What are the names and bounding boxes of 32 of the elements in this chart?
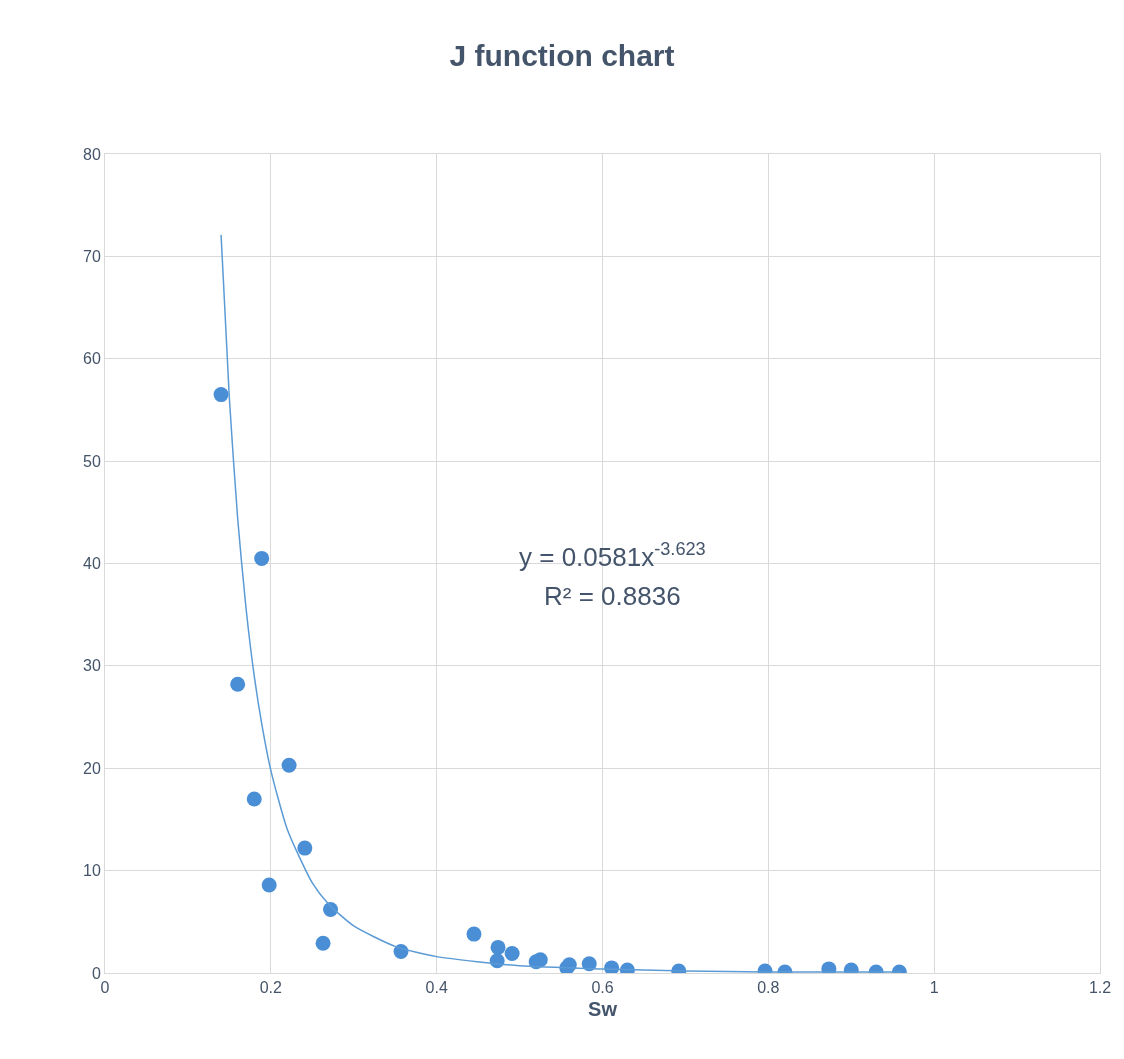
point: [466, 926, 482, 942]
x-tick-label: 0.4: [425, 979, 448, 997]
point: [261, 877, 277, 893]
annotation: y = 0.0581x$^{-3.623}$: [519, 539, 706, 572]
chart-title: J function chart: [449, 38, 675, 72]
y-tick-label: 50: [83, 452, 101, 470]
annotation: R² = 0.8836: [544, 581, 681, 611]
x-tick-label: 1.2: [1088, 979, 1112, 997]
y-tick-label: 10: [83, 862, 101, 880]
x-tick-label: 1: [929, 979, 939, 997]
x-tick-label: 0.2: [259, 979, 283, 997]
x-tick-label: 0.6: [591, 979, 614, 997]
point: [281, 757, 297, 773]
x-tick-label: 0.8: [757, 979, 780, 997]
y-tick-label: 0: [91, 964, 101, 982]
y-tick-label: 20: [83, 759, 101, 777]
point: [532, 952, 548, 968]
point: [230, 676, 246, 692]
x-axis-title: Sw: [588, 997, 618, 1020]
point: [504, 946, 520, 962]
y-tick-label: 30: [83, 657, 101, 675]
point: [297, 840, 313, 856]
point: [581, 956, 597, 972]
y-tick-label: 60: [83, 350, 101, 368]
point: [213, 387, 229, 403]
y-tick-label: 70: [83, 247, 101, 265]
point: [246, 791, 262, 807]
point: [315, 935, 331, 951]
y-tick-label: 40: [83, 555, 101, 573]
point: [254, 550, 270, 566]
y-tick-label: 80: [83, 145, 101, 163]
point: [490, 939, 506, 955]
